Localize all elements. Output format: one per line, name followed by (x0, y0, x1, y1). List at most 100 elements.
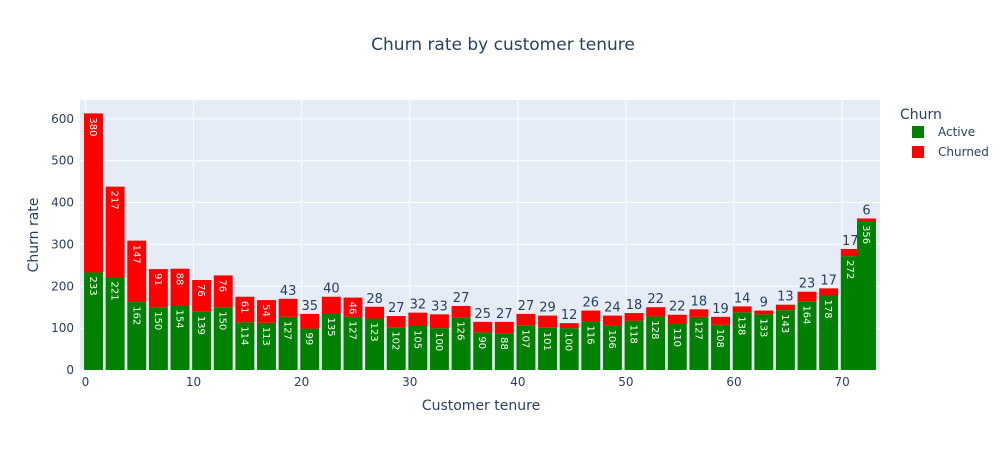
bar-label-active: 233 (87, 276, 98, 295)
legend-swatch[interactable] (912, 146, 924, 158)
bar-label-active: 143 (779, 314, 790, 333)
bar-active[interactable] (689, 316, 709, 370)
bar-churned[interactable] (451, 305, 471, 318)
bar-active[interactable] (213, 307, 233, 370)
bar-active[interactable] (192, 311, 212, 370)
bars (84, 113, 876, 370)
y-axis-ticks: 0 100 200 300 400 500 600 (51, 112, 74, 377)
bar-churned[interactable] (235, 296, 255, 323)
bar-label-active: 110 (671, 328, 682, 347)
bar-active[interactable] (840, 256, 860, 370)
bar-churned[interactable] (300, 313, 320, 329)
bar-label-churned: 91 (152, 273, 163, 286)
bar-churned[interactable] (732, 306, 752, 313)
bar-active[interactable] (408, 326, 428, 370)
legend-label[interactable]: Active (938, 125, 975, 139)
bar-churned[interactable] (386, 316, 406, 328)
bar-churned[interactable] (711, 316, 730, 325)
bar-active[interactable] (235, 322, 255, 370)
bar-churned[interactable] (840, 249, 860, 257)
bar-label-churned: 380 (87, 117, 98, 136)
bar-active[interactable] (624, 320, 644, 370)
bar-churned[interactable] (213, 275, 233, 308)
bar-active[interactable] (473, 332, 493, 370)
bar-churned[interactable] (170, 268, 190, 306)
bar-active[interactable] (516, 325, 536, 370)
bar-active[interactable] (732, 312, 752, 370)
bar-active[interactable] (538, 327, 558, 370)
y-tick-label: 0 (66, 363, 74, 377)
bar-label-active: 102 (390, 331, 401, 350)
x-tick-label: 0 (82, 375, 90, 389)
bar-churned[interactable] (516, 313, 536, 326)
bar-churned[interactable] (105, 186, 125, 278)
bar-churned[interactable] (857, 218, 876, 221)
bar-churned[interactable] (365, 306, 385, 319)
bar-churned[interactable] (689, 309, 709, 317)
bar-active[interactable] (646, 316, 666, 370)
bar-active[interactable] (775, 310, 795, 370)
bar-active[interactable] (559, 328, 579, 370)
bar-active[interactable] (797, 301, 817, 370)
bar-churned[interactable] (538, 315, 558, 328)
x-tick-label: 30 (402, 375, 417, 389)
bar-churned[interactable] (148, 269, 168, 308)
bar-churned[interactable] (754, 310, 774, 315)
bar-active[interactable] (343, 316, 363, 370)
bar-label-active: 128 (649, 320, 660, 339)
bar-churned[interactable] (797, 291, 817, 302)
bar-churned[interactable] (278, 298, 298, 317)
legend-swatch[interactable] (912, 126, 924, 138)
bar-active[interactable] (386, 327, 406, 370)
bar-active[interactable] (857, 220, 876, 370)
bar-churned[interactable] (775, 304, 795, 311)
bar-churned[interactable] (667, 314, 687, 324)
legend[interactable]: Churn Active Churned (900, 107, 989, 159)
bar-active[interactable] (602, 325, 622, 370)
bar-label-active: 139 (195, 316, 206, 335)
bar-label-churned: 76 (217, 279, 228, 292)
bar-active[interactable] (105, 277, 125, 370)
bar-label-churned: 19 (712, 302, 729, 317)
bar-label-active: 150 (152, 311, 163, 330)
bar-churned[interactable] (602, 315, 622, 326)
bar-churned[interactable] (257, 300, 276, 323)
bar-churned[interactable] (581, 310, 601, 322)
bar-churned[interactable] (559, 323, 579, 329)
bar-churned[interactable] (84, 113, 103, 273)
bar-active[interactable] (754, 314, 774, 370)
bar-label-active: 154 (174, 310, 185, 329)
bar-active[interactable] (257, 322, 276, 370)
bar-active[interactable] (278, 316, 298, 370)
bar-active[interactable] (451, 317, 471, 370)
bar-churned[interactable] (430, 314, 449, 329)
bar-active[interactable] (127, 302, 147, 370)
bar-label-active: 127 (282, 321, 293, 340)
bar-churned[interactable] (646, 307, 666, 317)
bar-label-active: 116 (584, 325, 595, 344)
bar-churned[interactable] (321, 296, 341, 314)
bar-churned[interactable] (192, 280, 212, 312)
bar-churned[interactable] (343, 297, 363, 317)
bar-active[interactable] (581, 321, 601, 370)
bar-active[interactable] (365, 318, 385, 370)
bar-label-churned: 17 (820, 273, 837, 288)
bar-churned[interactable] (819, 288, 839, 296)
bar-active[interactable] (711, 324, 730, 370)
bar-active[interactable] (494, 333, 514, 370)
bar-label-churned: 26 (583, 296, 600, 311)
bar-active[interactable] (148, 307, 168, 370)
legend-label[interactable]: Churned (938, 145, 989, 159)
bar-active[interactable] (667, 323, 687, 370)
bar-churned[interactable] (624, 313, 644, 321)
bar-active[interactable] (300, 328, 320, 370)
bar-active[interactable] (430, 328, 449, 370)
bar-active[interactable] (170, 305, 190, 370)
bar-churned[interactable] (127, 240, 147, 303)
bar-churned[interactable] (473, 321, 493, 333)
bar-active[interactable] (84, 272, 103, 370)
bar-active[interactable] (321, 313, 341, 370)
bar-active[interactable] (819, 295, 839, 370)
bar-churned[interactable] (494, 321, 514, 334)
bar-churned[interactable] (408, 312, 428, 327)
